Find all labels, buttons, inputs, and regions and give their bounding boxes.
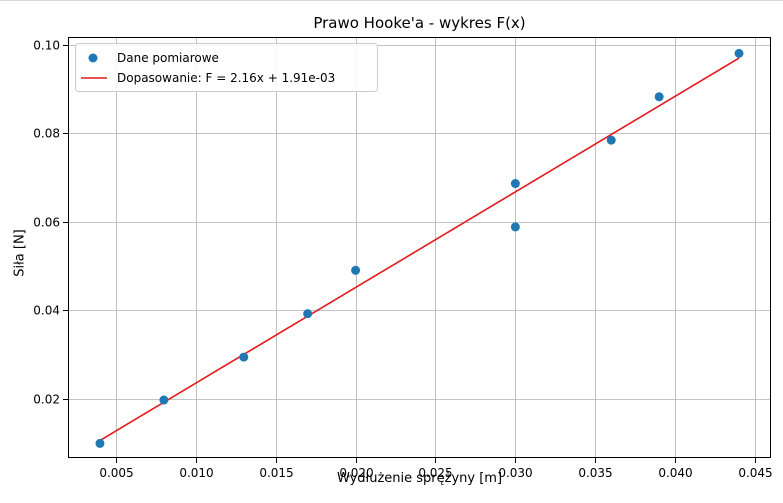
legend-box <box>75 43 378 92</box>
data-point <box>159 395 169 405</box>
data-point <box>510 222 520 232</box>
y-axis-label-text: Siła [N] <box>12 229 28 277</box>
y-tick-label: 0.10 <box>33 39 60 53</box>
y-axis-label: Siła [N] <box>10 229 30 277</box>
legend: Dane pomiarowe Dopasowanie: F = 2.16x + 1… <box>75 43 378 92</box>
x-tick-label: 0.030 <box>498 466 532 480</box>
grid-lines <box>68 37 771 458</box>
x-tick-label: 0.005 <box>99 466 133 480</box>
y-tick-label: 0.02 <box>33 393 60 407</box>
fit-line <box>99 57 740 442</box>
window-top-border <box>0 0 783 1</box>
y-axis-ticks: 0.02 0.04 0.06 0.08 0.10 <box>33 39 68 407</box>
data-point <box>606 135 616 145</box>
axes-frame <box>68 37 771 458</box>
y-tick-label: 0.04 <box>33 304 60 318</box>
data-point <box>239 352 249 362</box>
legend-label-fit: Dopasowanie: F = 2.16x + 1.91e-03 <box>117 71 335 85</box>
fit-line-layer <box>99 57 740 442</box>
data-point <box>654 92 664 102</box>
data-point <box>303 309 313 319</box>
x-tick-label: 0.025 <box>418 466 452 480</box>
x-tick-label: 0.040 <box>658 466 692 480</box>
data-point <box>734 48 744 58</box>
legend-label-scatter: Dane pomiarowe <box>117 51 219 65</box>
scatter-points <box>95 48 744 448</box>
chart-title: Prawo Hooke'a - wykres F(x) <box>313 14 526 32</box>
data-point <box>351 265 361 275</box>
x-axis-label: Wydłużenie sprężyny [m] <box>336 471 503 486</box>
data-point <box>95 438 105 448</box>
x-tick-label: 0.045 <box>738 466 772 480</box>
y-tick-label: 0.08 <box>33 127 60 141</box>
x-tick-label: 0.035 <box>578 466 612 480</box>
y-tick-label: 0.06 <box>33 216 60 230</box>
x-tick-label: 0.015 <box>259 466 293 480</box>
x-tick-label: 0.020 <box>339 466 373 480</box>
data-point <box>510 179 520 189</box>
x-tick-label: 0.010 <box>179 466 213 480</box>
x-axis-ticks: 0.005 0.010 0.015 0.020 0.025 0.030 0.035 0.040… <box>99 458 773 480</box>
legend-marker-scatter <box>88 53 98 63</box>
